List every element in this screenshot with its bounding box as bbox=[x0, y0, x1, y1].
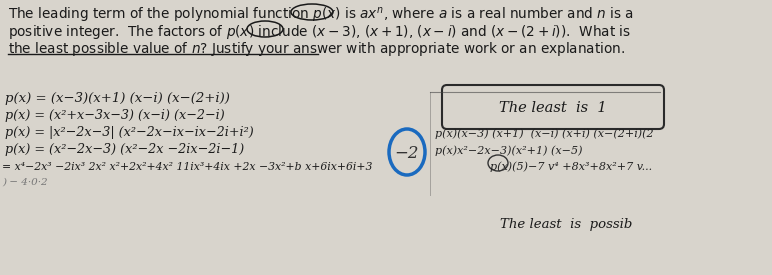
Text: The least  is  possib: The least is possib bbox=[500, 218, 632, 231]
Text: positive integer.  The factors of $p(x)$ include $(x-3)$, $(x+1)$, $(x-i)$ and $: positive integer. The factors of $p(x)$ … bbox=[8, 23, 631, 41]
Text: −2: −2 bbox=[394, 144, 419, 161]
Text: p(x)x²−2x−3)(x²+1) (x−5): p(x)x²−2x−3)(x²+1) (x−5) bbox=[435, 145, 583, 156]
Text: The least  is  1: The least is 1 bbox=[499, 101, 607, 115]
Text: ) − 4·0·2: ) − 4·0·2 bbox=[2, 178, 48, 187]
Text: p(x) = (x−3)(x+1) (x−i) (x−(2+i)): p(x) = (x−3)(x+1) (x−i) (x−(2+i)) bbox=[5, 92, 230, 105]
Text: p(x) = (x²−2x−3) (x²−2x −2ix−2i−1): p(x) = (x²−2x−3) (x²−2x −2ix−2i−1) bbox=[5, 143, 244, 156]
Text: p(x)(5)−7 v⁴ +8x³+8x²+7 v...: p(x)(5)−7 v⁴ +8x³+8x²+7 v... bbox=[490, 161, 652, 172]
Text: The leading term of the polynomial function $p(x)$ is $ax^n$, where $a$ is a rea: The leading term of the polynomial funct… bbox=[8, 6, 634, 25]
Text: = x⁴−2x³ −2ix³ 2x² x²+2x²+4x² 11ix³+4ix +2x −3x²+b x+6ix+6i+3: = x⁴−2x³ −2ix³ 2x² x²+2x²+4x² 11ix³+4ix … bbox=[2, 162, 372, 172]
Text: p(x) = |x²−2x−3| (x²−2x−ix−ix−2i+i²): p(x) = |x²−2x−3| (x²−2x−ix−ix−2i+i²) bbox=[5, 126, 254, 139]
Text: the least possible value of $n$? Justify your answer with appropriate work or an: the least possible value of $n$? Justify… bbox=[8, 40, 625, 58]
Text: p(x)(x−3) (x+1)  (x−i) (x+i) (x−(2+i)(2: p(x)(x−3) (x+1) (x−i) (x+i) (x−(2+i)(2 bbox=[435, 128, 654, 139]
Text: p(x) = (x²+x−3x−3) (x−i) (x−2−i): p(x) = (x²+x−3x−3) (x−i) (x−2−i) bbox=[5, 109, 225, 122]
